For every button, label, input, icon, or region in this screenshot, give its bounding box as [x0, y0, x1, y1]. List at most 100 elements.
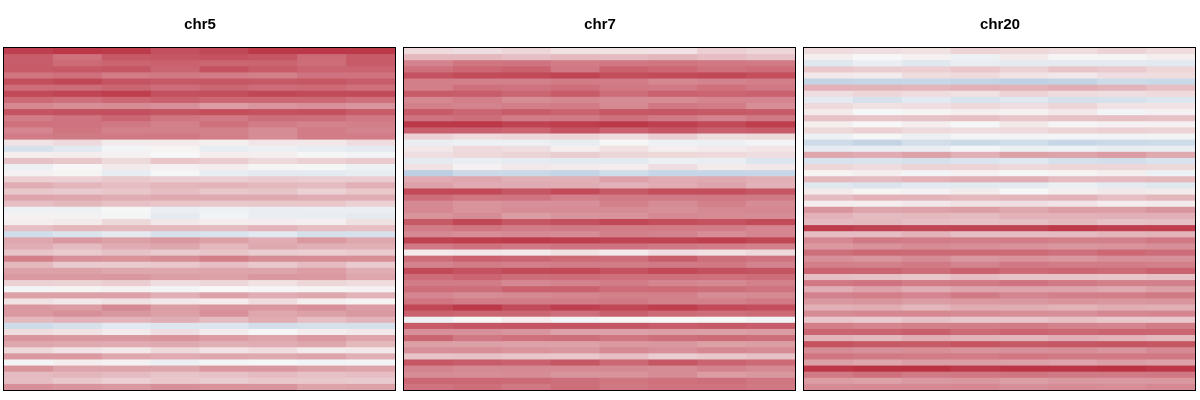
heatmap-cell — [452, 347, 503, 354]
heatmap-cell — [101, 66, 152, 74]
heatmap-cell — [999, 206, 1049, 214]
heatmap-cell — [1146, 371, 1195, 379]
heatmap-cell — [1048, 139, 1098, 147]
heatmap-cell — [1097, 322, 1147, 330]
heatmap-cell — [404, 261, 454, 269]
heatmap-cell — [52, 347, 103, 354]
heatmap-cell — [4, 206, 54, 214]
heatmap-cell — [804, 170, 854, 177]
heatmap-cell — [1048, 102, 1098, 110]
heatmap-cell — [150, 341, 201, 348]
heatmap-cell — [101, 96, 152, 104]
heatmap-cell — [746, 188, 795, 196]
heatmap-cell — [999, 286, 1049, 293]
heatmap-cell — [297, 157, 347, 165]
heatmap-cell — [999, 261, 1049, 269]
heatmap-cell — [52, 164, 103, 171]
heatmap-cell — [550, 359, 601, 367]
heatmap-cell — [346, 255, 395, 263]
heatmap-cell — [804, 151, 854, 159]
heatmap-cell — [452, 60, 503, 67]
heatmap-cell — [950, 292, 1001, 299]
heatmap-cell — [1146, 84, 1195, 92]
heatmap-cell — [404, 310, 454, 318]
heatmap-cell — [852, 310, 903, 318]
heatmap-cell — [697, 225, 747, 232]
heatmap-cell — [648, 225, 698, 232]
heatmap-cell — [999, 60, 1049, 67]
heatmap-cell — [1097, 353, 1147, 361]
heatmap-cell — [852, 328, 903, 336]
heatmap-cell — [599, 237, 649, 245]
heatmap-cell — [346, 139, 395, 147]
heatmap-cell — [501, 365, 552, 373]
heatmap-cell — [248, 78, 298, 86]
heatmap-cell — [248, 328, 298, 336]
heatmap-cell — [101, 151, 152, 159]
heatmap-cell — [999, 84, 1049, 92]
heatmap-cell — [648, 157, 698, 165]
heatmap-cell — [1097, 383, 1147, 390]
heatmap-cell — [52, 292, 103, 299]
heatmap-cell — [901, 151, 952, 159]
heatmap-cell — [452, 310, 503, 318]
heatmap-cell — [746, 151, 795, 159]
heatmap-cell — [648, 133, 698, 141]
heatmap-cell — [901, 335, 952, 342]
heatmap-cell — [804, 145, 854, 153]
heatmap-cell — [550, 182, 601, 190]
heatmap-cell — [1146, 335, 1195, 342]
heatmap-chr5 — [4, 48, 395, 390]
heatmap-cell — [297, 102, 347, 110]
heatmap-cell — [501, 322, 552, 330]
heatmap-cell — [852, 359, 903, 367]
heatmap-cell — [501, 90, 552, 98]
heatmap-cell — [550, 48, 601, 55]
heatmap-cell — [1146, 157, 1195, 165]
heatmap-cell — [648, 54, 698, 61]
heatmap-cell — [248, 267, 298, 275]
heatmap-cell — [4, 280, 54, 287]
heatmap-cell — [852, 182, 903, 190]
heatmap-cell — [550, 353, 601, 361]
heatmap-cell — [199, 66, 249, 74]
heatmap-cell — [648, 194, 698, 202]
heatmap-cell — [501, 304, 552, 312]
heatmap-cell — [950, 316, 1001, 324]
heatmap-cell — [804, 359, 854, 367]
heatmap-cell — [648, 66, 698, 74]
heatmap-cell — [346, 127, 395, 135]
heatmap-cell — [4, 66, 54, 74]
heatmap-cell — [804, 54, 854, 61]
heatmap-cell — [599, 206, 649, 214]
heatmap-cell — [101, 280, 152, 287]
heatmap-cell — [697, 54, 747, 61]
heatmap-cell — [746, 176, 795, 183]
heatmap-cell — [346, 310, 395, 318]
heatmap-cell — [599, 151, 649, 159]
heatmap-cell — [746, 316, 795, 324]
heatmap-cell — [950, 182, 1001, 190]
heatmap-cell — [297, 328, 347, 336]
heatmap-cell — [599, 115, 649, 122]
heatmap-cell — [1097, 347, 1147, 354]
heatmap-cell — [101, 322, 152, 330]
heatmap-cell — [746, 249, 795, 257]
heatmap-cell — [1048, 200, 1098, 208]
heatmap-cell — [404, 164, 454, 171]
heatmap-cell — [346, 48, 395, 55]
heatmap-cell — [852, 298, 903, 306]
heatmap-cell — [501, 353, 552, 361]
heatmap-cell — [1097, 219, 1147, 226]
heatmap-cell — [4, 347, 54, 354]
heatmap-cell — [1097, 316, 1147, 324]
heatmap-cell — [404, 151, 454, 159]
heatmap-cell — [452, 78, 503, 86]
heatmap-cell — [4, 102, 54, 110]
heatmap-cell — [101, 182, 152, 190]
heatmap-cell — [101, 328, 152, 336]
heatmap-cell — [550, 292, 601, 299]
heatmap-cell — [1048, 304, 1098, 312]
heatmap-cell — [452, 48, 503, 55]
heatmap-cell — [550, 212, 601, 220]
